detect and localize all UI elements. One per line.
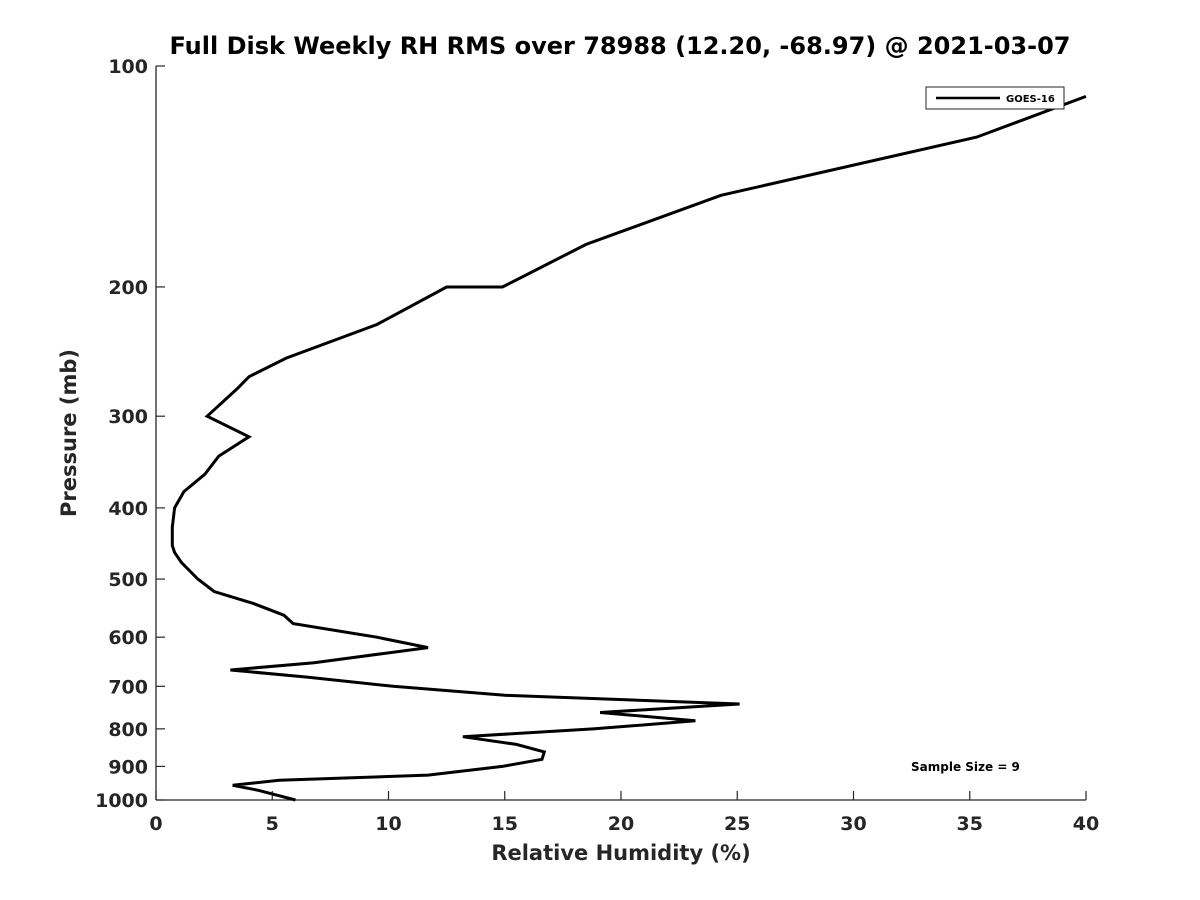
y-tick-label: 200 — [108, 277, 148, 299]
series-line-goes-16 — [170, 94, 1087, 802]
y-tick-label: 100 — [108, 56, 148, 78]
legend-label-goes-16: GOES-16 — [1006, 94, 1055, 105]
y-ticks: 100 200 300 400 500 600 700 800 900 1000 — [95, 56, 165, 812]
x-tick-label: 10 — [375, 813, 401, 835]
legend: GOES-16 — [925, 86, 1065, 110]
series-lines — [170, 94, 1087, 802]
y-tick-label: 900 — [108, 756, 148, 778]
y-tick-label: 500 — [108, 569, 148, 591]
axes — [155, 66, 1086, 801]
x-tick-label: 0 — [149, 813, 162, 835]
x-tick-label: 30 — [840, 813, 866, 835]
y-axis-label: Pressure (mb) — [57, 349, 81, 517]
x-tick-label: 20 — [608, 813, 634, 835]
x-tick-label: 15 — [492, 813, 518, 835]
y-tick-label: 700 — [108, 676, 148, 698]
y-tick-label: 600 — [108, 627, 148, 649]
x-tick-label: 5 — [266, 813, 279, 835]
x-axis-label: Relative Humidity (%) — [491, 841, 750, 865]
x-ticks: 0 5 10 15 20 25 30 35 40 — [149, 791, 1099, 835]
x-tick-label: 35 — [957, 813, 983, 835]
chart-title: Full Disk Weekly RH RMS over 78988 (12.2… — [169, 32, 1070, 60]
y-tick-label: 400 — [108, 498, 148, 520]
y-tick-label: 800 — [108, 719, 148, 741]
y-tick-label: 1000 — [95, 790, 148, 812]
sample-size-annotation: Sample Size = 9 — [911, 760, 1020, 774]
y-tick-label: 300 — [108, 406, 148, 428]
x-tick-label: 25 — [724, 813, 750, 835]
x-tick-label: 40 — [1073, 813, 1099, 835]
